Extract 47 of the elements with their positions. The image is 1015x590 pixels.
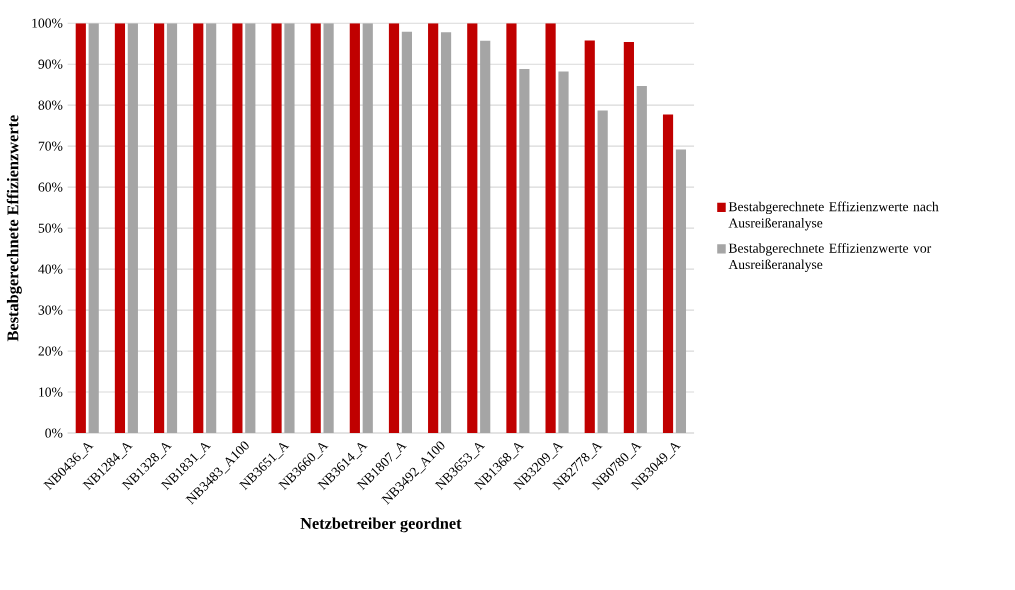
bar xyxy=(428,23,439,434)
y-tick-label: 30% xyxy=(38,305,63,315)
y-tick-label: 80% xyxy=(38,100,63,110)
bar xyxy=(271,23,282,434)
y-tick-label: 100% xyxy=(32,18,63,28)
bar xyxy=(480,40,491,434)
bar xyxy=(114,23,126,434)
bar xyxy=(206,23,217,434)
bar xyxy=(506,23,517,434)
legend-label: Bestabgerechnete Effizienzwerte vor Ausreißeranalyse xyxy=(728,243,932,273)
bar xyxy=(154,23,165,434)
y-axis-title: Bestabgerechnete Effizienzwerte xyxy=(6,115,22,342)
bar xyxy=(284,23,295,434)
y-tick-label: 70% xyxy=(38,141,63,151)
bar xyxy=(166,23,178,434)
x-axis-title: Netzbetreiber geordnet xyxy=(300,517,462,533)
y-tick-label: 0% xyxy=(45,428,63,438)
bar xyxy=(388,23,400,434)
bar xyxy=(545,23,556,434)
bar xyxy=(519,69,530,434)
bar xyxy=(193,23,204,434)
bar xyxy=(597,110,608,434)
bar xyxy=(362,23,373,434)
bar xyxy=(232,23,243,434)
bar xyxy=(662,114,674,434)
y-tick-label: 60% xyxy=(38,182,63,192)
bar xyxy=(349,23,360,434)
bar xyxy=(88,23,99,434)
bar xyxy=(75,23,86,434)
y-tick-label: 40% xyxy=(38,264,63,274)
y-tick-label: 20% xyxy=(38,346,63,356)
bar xyxy=(584,40,595,434)
bar xyxy=(467,23,478,434)
y-tick-label: 90% xyxy=(38,59,63,69)
bar xyxy=(558,71,569,434)
y-tick-label: 10% xyxy=(39,387,63,397)
bar xyxy=(440,32,452,434)
bar xyxy=(310,23,321,434)
bar xyxy=(623,42,634,434)
bar xyxy=(245,23,256,434)
bar xyxy=(401,31,412,434)
bar xyxy=(675,149,687,434)
bar xyxy=(323,23,334,434)
bar xyxy=(636,86,647,434)
legend-label: Bestabgerechnete Effizienzwerte nach Ausreißeranalyse xyxy=(728,201,939,231)
y-tick-label: 50% xyxy=(38,223,63,233)
bar xyxy=(127,23,138,434)
